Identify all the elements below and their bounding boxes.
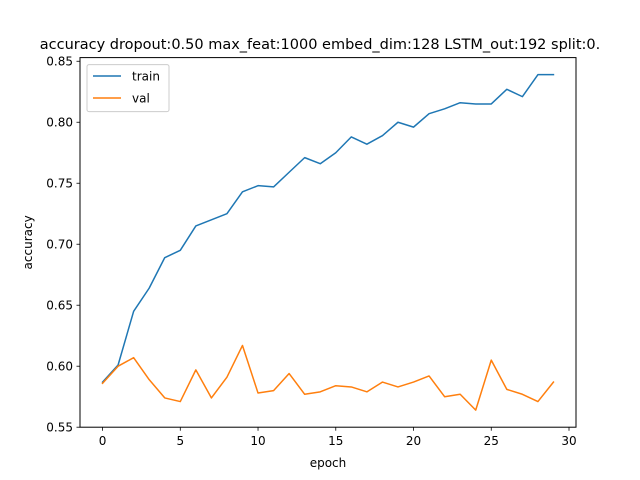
x-tick-label: 10: [250, 434, 265, 448]
x-tick-label: 30: [561, 434, 576, 448]
y-tick-label: 0.80: [46, 116, 73, 130]
series-line-train: [101, 73, 555, 384]
plot-area: 0 5 10 15 20 25 30 0.55 0.60 0.65 0.70 0.75 0.80 0.8…: [46, 55, 576, 449]
series-layer: [101, 73, 555, 411]
legend-label-train: train: [132, 70, 160, 84]
x-axis-title: epoch: [310, 456, 347, 470]
y-tick-label: 0.60: [46, 360, 73, 374]
plot-frame: [79, 57, 577, 428]
x-tick-label: 5: [176, 434, 184, 448]
x-tick-label: 15: [328, 434, 343, 448]
y-tick-label: 0.85: [46, 55, 73, 69]
y-axis-ticks: 0.55 0.60 0.65 0.70 0.75 0.80 0.85: [46, 55, 80, 435]
legend: train val: [86, 64, 170, 113]
x-tick-label: 20: [406, 434, 421, 448]
x-tick-label: 0: [99, 434, 107, 448]
series-line-val: [101, 344, 555, 411]
y-tick-label: 0.65: [46, 299, 73, 313]
legend-label-val: val: [132, 92, 150, 106]
x-tick-label: 25: [484, 434, 499, 448]
chart-title: accuracy dropout:0.50 max_feat:1000 embe…: [40, 37, 601, 53]
y-tick-label: 0.75: [46, 177, 73, 191]
y-tick-label: 0.55: [46, 421, 73, 435]
y-tick-label: 0.70: [46, 238, 73, 252]
x-axis-ticks: 0 5 10 15 20 25 30: [99, 427, 577, 448]
y-axis-title: accuracy: [21, 215, 35, 269]
